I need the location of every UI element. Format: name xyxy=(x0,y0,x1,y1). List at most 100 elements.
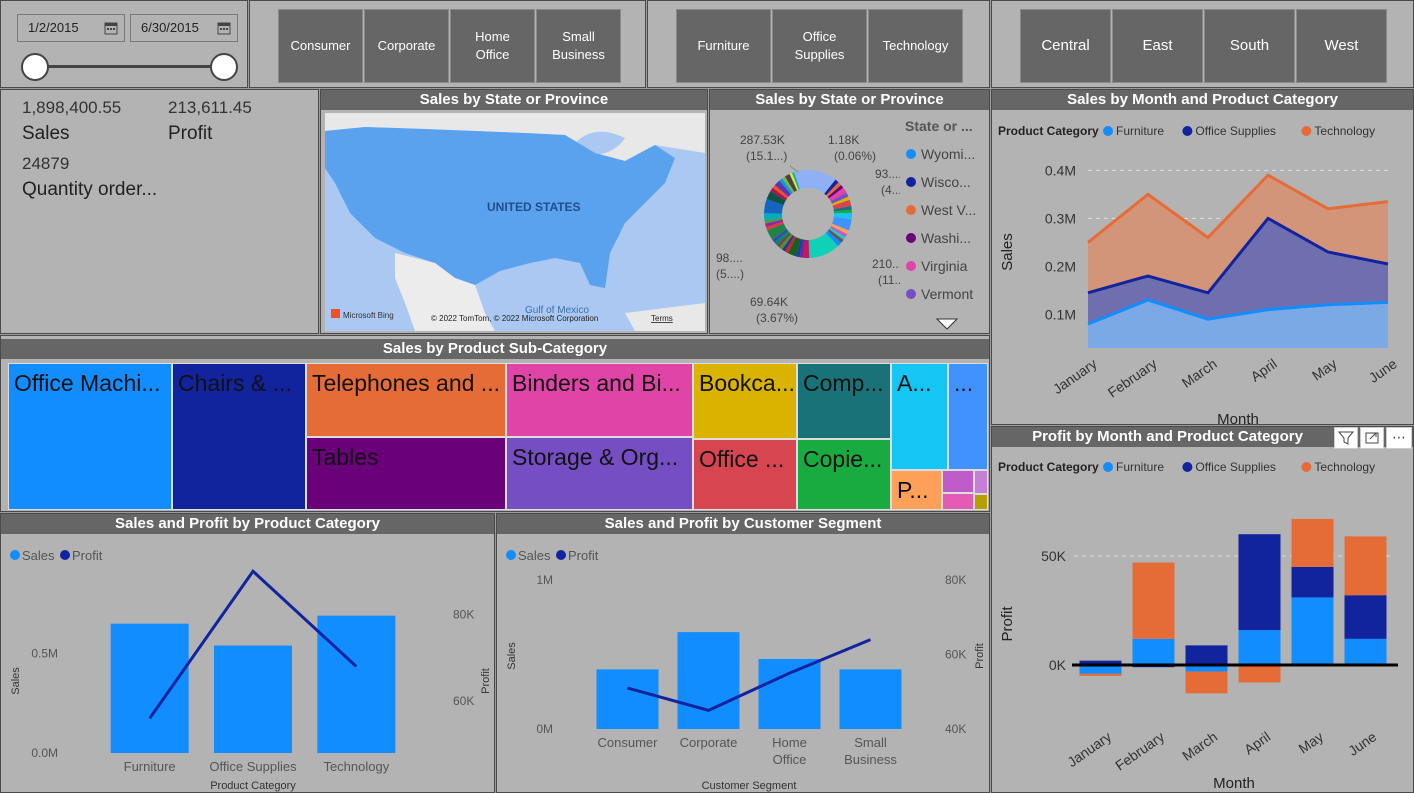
treemap-tile[interactable]: ... xyxy=(948,363,988,470)
donut-legend-item[interactable]: Washi... xyxy=(906,224,976,252)
more-options-icon[interactable]: ⋯ xyxy=(1386,427,1412,449)
treemap-tile[interactable]: Tables xyxy=(306,437,506,510)
donut-slice[interactable] xyxy=(833,209,852,214)
donut-slice[interactable] xyxy=(781,234,795,252)
legend-item[interactable]: Sales xyxy=(22,548,55,563)
filter-icon[interactable] xyxy=(1334,427,1358,449)
donut-slice[interactable] xyxy=(774,230,790,245)
stacked-bar-segment[interactable] xyxy=(1344,638,1387,665)
segment-button-home-office[interactable]: Home Office xyxy=(450,9,535,83)
area-series-line[interactable] xyxy=(1087,173,1389,244)
legend-item[interactable]: Sales xyxy=(518,548,551,563)
donut-slice[interactable] xyxy=(825,231,842,247)
donut-slice[interactable] xyxy=(794,170,836,194)
donut-slice[interactable] xyxy=(784,236,797,254)
legend-scroll-down-icon[interactable] xyxy=(936,318,958,330)
legend-item[interactable]: Technology xyxy=(1314,124,1375,138)
donut-slice[interactable] xyxy=(779,178,793,195)
donut-slice[interactable] xyxy=(799,239,806,258)
treemap-tile[interactable]: A... xyxy=(891,363,948,470)
donut-slice[interactable] xyxy=(766,191,786,206)
end-slider-handle[interactable] xyxy=(210,53,238,81)
legend-item[interactable]: Office Supplies xyxy=(1195,124,1276,138)
stacked-bar-segment[interactable] xyxy=(1291,597,1334,665)
stacked-bar-segment[interactable] xyxy=(1185,671,1228,694)
segment-button-corporate[interactable]: Corporate xyxy=(364,9,449,83)
sales-bar[interactable] xyxy=(214,645,292,753)
map-terms-link[interactable]: Terms xyxy=(651,314,673,323)
donut-slice[interactable] xyxy=(784,174,798,192)
donut-slice[interactable] xyxy=(803,239,810,258)
donut-chart[interactable]: 287.53K (15.1...) 1.18K (0.06%) 93.... (4....… xyxy=(710,110,900,334)
treemap-tile[interactable]: Bookca... xyxy=(693,363,797,439)
treemap-tile[interactable]: Office ... xyxy=(693,439,797,510)
stacked-bar-segment[interactable] xyxy=(1132,638,1175,665)
treemap-tile[interactable]: Chairs & ... xyxy=(172,363,306,510)
donut-slice[interactable] xyxy=(831,223,849,235)
end-date-input[interactable]: 6/30/2015 xyxy=(130,14,238,42)
donut-slice[interactable] xyxy=(772,185,789,199)
treemap-tile[interactable] xyxy=(942,470,974,493)
donut-slice[interactable] xyxy=(787,237,801,257)
donut-slice[interactable] xyxy=(770,187,788,201)
area-chart[interactable]: Product Category Furniture Office Supplies… xyxy=(992,110,1414,425)
treemap-tile[interactable]: Binders and Bi... xyxy=(506,363,693,437)
donut-slice[interactable] xyxy=(808,232,839,258)
donut-slice[interactable] xyxy=(772,229,789,243)
stacked-bar-segment[interactable] xyxy=(1238,534,1281,631)
donut-slice[interactable] xyxy=(774,180,792,197)
donut-slice[interactable] xyxy=(824,179,839,196)
region-button-west[interactable]: West xyxy=(1296,9,1387,83)
segment-button-small-business[interactable]: Small Business xyxy=(536,9,621,83)
legend-item[interactable]: Furniture xyxy=(1116,460,1164,474)
donut-slice[interactable] xyxy=(831,196,850,206)
donut-legend-item[interactable]: Virginia xyxy=(906,252,976,280)
donut-slice[interactable] xyxy=(795,239,804,258)
profit-line[interactable] xyxy=(627,638,872,712)
legend-item[interactable]: Profit xyxy=(568,548,599,563)
profit-stacked-chart[interactable]: Product Category Furniture Office Supplies… xyxy=(992,449,1414,793)
donut-slice[interactable] xyxy=(764,217,783,224)
donut-slice[interactable] xyxy=(764,213,783,221)
treemap-tile[interactable]: Copie... xyxy=(797,439,891,510)
start-slider-handle[interactable] xyxy=(21,53,49,81)
stacked-bar-segment[interactable] xyxy=(1079,673,1122,676)
donut-legend-item[interactable]: Vermont xyxy=(906,280,976,308)
donut-slice[interactable] xyxy=(833,205,852,212)
donut-slice[interactable] xyxy=(764,199,784,214)
treemap-tile[interactable]: Comp... xyxy=(797,363,891,439)
legend-item[interactable]: Office Supplies xyxy=(1195,460,1276,474)
donut-slice[interactable] xyxy=(827,185,844,199)
us-map[interactable]: UNITED STATES Gulf of Mexico Microsoft B… xyxy=(325,113,705,331)
donut-slice[interactable] xyxy=(765,219,784,227)
donut-slice[interactable] xyxy=(791,172,800,190)
donut-slice[interactable] xyxy=(830,225,848,238)
category-button-furniture[interactable]: Furniture xyxy=(676,9,771,83)
stacked-bar-segment[interactable] xyxy=(1291,518,1334,567)
stacked-bar-segment[interactable] xyxy=(1291,566,1334,598)
stacked-bar-segment[interactable] xyxy=(1238,665,1281,683)
donut-slice[interactable] xyxy=(832,217,852,231)
stacked-bar-segment[interactable] xyxy=(1079,665,1122,674)
sales-bar[interactable] xyxy=(839,669,902,729)
treemap-tile[interactable] xyxy=(942,493,974,510)
stacked-bar-segment[interactable] xyxy=(1185,645,1228,665)
stacked-bar-segment[interactable] xyxy=(1238,630,1281,665)
donut-slice[interactable] xyxy=(765,221,784,231)
legend-item[interactable]: Furniture xyxy=(1116,124,1164,138)
donut-legend-item[interactable]: Wyomi... xyxy=(906,140,976,168)
stacked-bar-segment[interactable] xyxy=(1079,660,1122,665)
donut-slice[interactable] xyxy=(828,187,847,202)
donut-slice[interactable] xyxy=(826,182,842,197)
stacked-bar-segment[interactable] xyxy=(1132,562,1175,639)
treemap-tile[interactable] xyxy=(974,470,988,494)
donut-slice[interactable] xyxy=(782,176,795,193)
combo-category-chart[interactable]: Sales Profit 0.0M 0.5M 60K 80K Furniture Office… xyxy=(1,534,495,793)
donut-slice[interactable] xyxy=(776,232,792,248)
donut-slice[interactable] xyxy=(767,223,787,240)
donut-slice[interactable] xyxy=(833,212,852,220)
sales-bar[interactable] xyxy=(110,623,189,753)
start-date-input[interactable]: 1/2/2015 xyxy=(17,14,125,42)
treemap-tile[interactable]: Telephones and ... xyxy=(306,363,506,437)
category-button-office-supplies[interactable]: Office Supplies xyxy=(772,9,867,83)
